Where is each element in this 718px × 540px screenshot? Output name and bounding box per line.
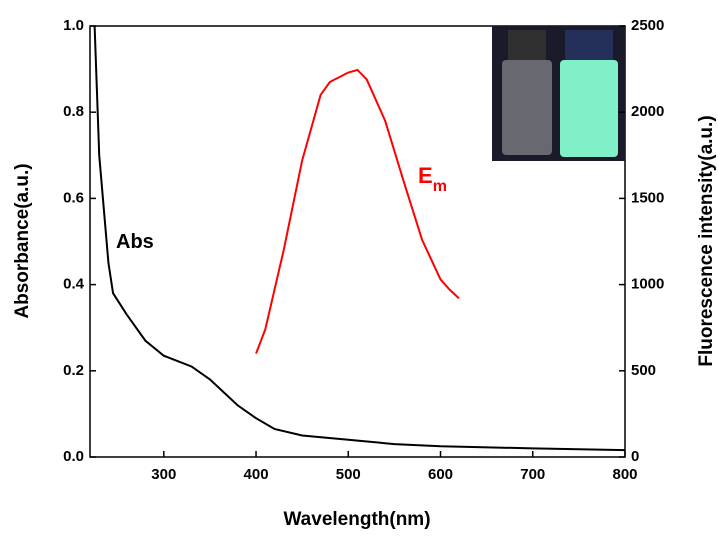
- y2-tick-label: 1000: [631, 276, 664, 293]
- x-tick-label: 400: [244, 466, 269, 483]
- y2-axis-label: Fluorescence intensity(a.u.): [696, 115, 717, 366]
- x-tick-label: 500: [336, 466, 361, 483]
- y2-tick-label: 500: [631, 362, 656, 379]
- x-tick-label: 600: [428, 466, 453, 483]
- y-tick-label: 0.0: [63, 448, 84, 465]
- series-line: [93, 25, 626, 452]
- inset-photo: [492, 26, 625, 161]
- plot-frame: [89, 25, 626, 458]
- y-tick-label: 0.8: [63, 103, 84, 120]
- em-sub: m: [433, 178, 447, 195]
- x-axis-label: Wavelength(nm): [283, 509, 430, 530]
- x-tick-label: 700: [520, 466, 545, 483]
- y2-tick-label: 2000: [631, 103, 664, 120]
- x-tick-label: 300: [151, 466, 176, 483]
- y2-tick-label: 2500: [631, 17, 664, 34]
- y-tick-label: 0.6: [63, 189, 84, 206]
- y2-tick-label: 1500: [631, 189, 664, 206]
- em-label: Em: [418, 163, 447, 195]
- x-tick-label: 800: [612, 466, 637, 483]
- y-axis-label: Absorbance(a.u.): [12, 163, 33, 318]
- abs-label: Abs: [116, 231, 154, 253]
- series-line: [255, 68, 460, 354]
- y-tick-label: 1.0: [63, 17, 84, 34]
- em-main: E: [418, 163, 433, 188]
- y-tick-label: 0.4: [63, 276, 85, 293]
- y-tick-label: 0.2: [63, 362, 84, 379]
- y2-tick-label: 0: [631, 448, 639, 465]
